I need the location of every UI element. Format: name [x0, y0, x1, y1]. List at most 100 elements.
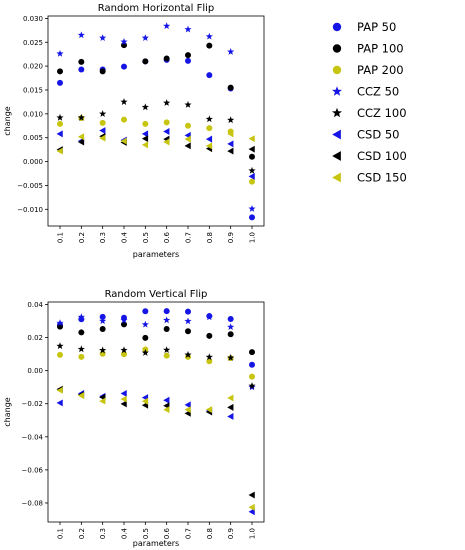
data-point — [77, 313, 85, 321]
x-tick-label: 1.0 — [249, 528, 257, 539]
data-point — [184, 317, 192, 325]
x-axis-label: parameters — [133, 250, 179, 259]
x-tick-label: 0.1 — [57, 528, 65, 539]
legend-item: PAP 100 — [332, 42, 404, 56]
x-axis: 0.1 0.2 0.3 0.4 0.5 0.6 0.7 0.8 0.9 1.0 — [57, 522, 257, 539]
data-point — [227, 403, 234, 411]
data-point — [78, 58, 85, 65]
data-point — [227, 353, 235, 361]
data-point — [56, 399, 63, 407]
data-point — [163, 396, 170, 404]
data-point — [120, 400, 127, 408]
legend-marker — [332, 172, 341, 183]
data-point — [227, 316, 234, 323]
data-point — [185, 57, 191, 64]
data-point — [249, 153, 255, 160]
y-tick-label: −0.06 — [22, 466, 44, 474]
data-point — [163, 352, 170, 359]
x-tick-label: 0.3 — [99, 528, 107, 539]
y-axis: −0.08 −0.06 −0.04 −0.02 0.00 0.02 0.04 — [22, 301, 48, 507]
x-axis-label: parameters — [133, 539, 179, 548]
y-tick-label: −0.005 — [17, 182, 43, 190]
data-point — [227, 84, 234, 91]
data-point — [185, 52, 191, 59]
data-point — [99, 346, 107, 354]
data-points — [56, 308, 256, 516]
data-point — [56, 386, 63, 394]
legend-item: PAP 200 — [332, 63, 404, 77]
legend-marker — [332, 151, 341, 161]
data-point — [141, 130, 149, 138]
data-point — [99, 317, 107, 325]
data-point — [99, 134, 106, 142]
data-point — [163, 308, 170, 315]
y-tick-label: 0.005 — [23, 134, 43, 142]
data-point — [99, 110, 107, 117]
chart-title: Random Horizontal Flip — [98, 3, 214, 14]
data-point — [77, 138, 85, 146]
y-tick-label: 0.015 — [23, 86, 43, 94]
data-point — [99, 397, 106, 405]
data-point — [206, 42, 213, 49]
y-tick-label: 0.025 — [23, 39, 43, 47]
data-point — [141, 397, 149, 405]
y-axis-label: change — [3, 106, 12, 136]
legend-label: CCZ 50 — [357, 85, 399, 99]
data-point — [56, 319, 64, 327]
legend-label: CSD 150 — [357, 171, 407, 185]
data-point — [57, 120, 63, 127]
chart-legend: PAP 50 PAP 100 PAP 200 CCZ 50 CCZ 100 CSD 50 C… — [332, 20, 407, 185]
data-point — [141, 103, 149, 111]
x-tick-label: 0.5 — [142, 232, 150, 243]
legend-item: PAP 50 — [332, 20, 396, 34]
data-point — [121, 63, 127, 70]
plot-frame — [47, 15, 265, 227]
legend-label: PAP 200 — [357, 63, 404, 77]
x-tick-label: 0.4 — [121, 527, 129, 539]
data-point — [142, 334, 149, 341]
y-axis: −0.010 −0.005 0.000 0.005 0.010 0.015 0.020 0.0… — [17, 15, 48, 214]
data-point — [248, 145, 255, 153]
data-point — [120, 137, 127, 145]
legend-marker — [332, 44, 342, 53]
x-tick-label: 0.6 — [163, 231, 171, 243]
data-point — [249, 349, 255, 356]
data-point — [163, 406, 170, 414]
data-point — [142, 308, 149, 315]
y-tick-label: −0.08 — [22, 499, 43, 507]
data-point — [163, 22, 171, 30]
y-tick-label: 0.00 — [27, 367, 43, 375]
legend-item: CSD 50 — [332, 128, 399, 142]
data-point — [99, 34, 107, 41]
data-point — [184, 101, 192, 108]
data-point — [206, 72, 213, 79]
data-point — [56, 130, 63, 138]
x-tick-label: 0.5 — [142, 528, 150, 539]
x-tick-label: 0.2 — [78, 528, 86, 539]
x-tick-label: 0.9 — [227, 232, 235, 243]
x-tick-label: 0.1 — [57, 232, 65, 243]
x-tick-label: 0.8 — [206, 232, 214, 243]
data-point — [120, 346, 128, 354]
data-point — [227, 48, 235, 55]
data-point — [248, 135, 255, 143]
data-point — [184, 142, 191, 150]
plot-frame — [47, 301, 265, 523]
chart-title: Random Vertical Flip — [105, 289, 208, 300]
data-point — [205, 32, 213, 40]
data-point — [249, 373, 255, 380]
data-point — [57, 79, 63, 86]
data-point — [121, 116, 127, 123]
legend-item: CSD 150 — [332, 171, 407, 185]
data-point — [205, 406, 213, 413]
data-point — [184, 25, 192, 33]
data-point — [163, 128, 170, 135]
data-point — [78, 66, 85, 73]
legend-label: PAP 100 — [357, 42, 404, 56]
data-point — [163, 99, 171, 106]
data-point — [227, 331, 234, 338]
data-point — [205, 313, 213, 321]
data-point — [249, 361, 255, 368]
data-point — [163, 119, 170, 126]
